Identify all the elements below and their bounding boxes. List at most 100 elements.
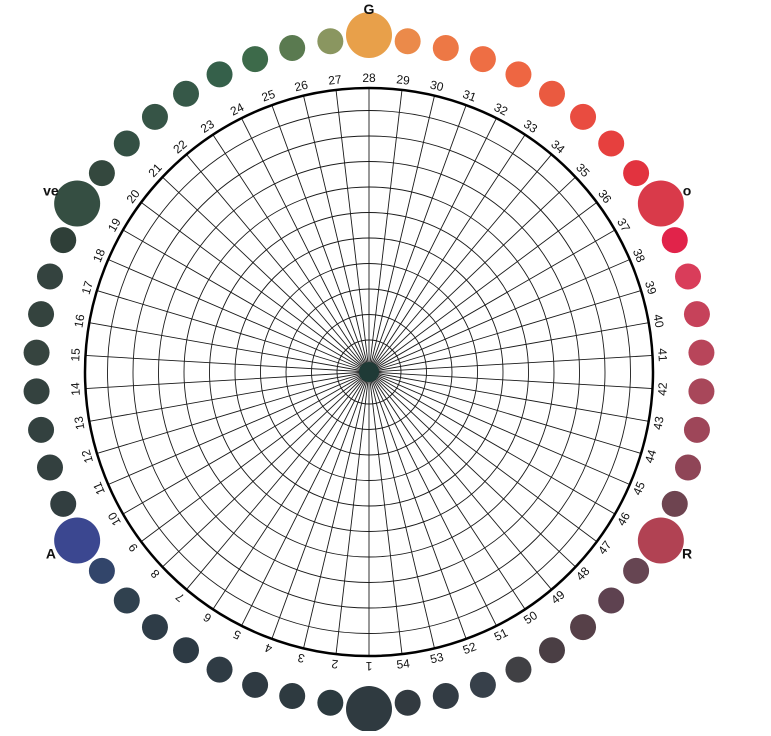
grid-spoke (368, 371, 616, 515)
grid-spoke (368, 355, 653, 373)
color-circle (432, 34, 459, 61)
grid-spoke (186, 154, 370, 373)
pole-label: ve (43, 183, 59, 199)
pole-color-circle (346, 686, 392, 732)
color-circle (683, 301, 710, 328)
sector-number: 40 (650, 313, 666, 329)
color-circle (23, 339, 50, 366)
sector-number: 51 (492, 625, 511, 644)
grid-spoke (162, 176, 370, 373)
pole-label: G (364, 1, 375, 17)
sector-number: 37 (614, 216, 633, 235)
grid-spoke (335, 371, 370, 655)
grid-spoke (368, 202, 598, 373)
color-circle (279, 683, 306, 710)
sector-number: 52 (461, 639, 479, 657)
sector-number: 29 (396, 72, 411, 87)
sector-number: 16 (71, 313, 87, 329)
grid-spoke (368, 371, 526, 610)
color-circle (173, 637, 200, 664)
color-circle (538, 80, 565, 107)
sector-number: 28 (362, 71, 376, 85)
grid-spoke (368, 118, 497, 373)
grid-spoke (368, 176, 576, 373)
color-circle (141, 614, 168, 641)
pole-color-circle (54, 517, 101, 564)
color-circle (88, 160, 115, 187)
color-circle (23, 378, 50, 405)
color-circle (88, 557, 115, 584)
sector-number: 19 (105, 215, 124, 234)
grid-spoke (368, 371, 552, 590)
color-circle (675, 454, 702, 481)
color-circle (113, 587, 140, 614)
color-circle (675, 263, 702, 290)
sector-number: 11 (90, 480, 108, 497)
color-circle (113, 130, 140, 157)
pole-label: o (683, 183, 692, 199)
sector-number: 41 (655, 348, 670, 362)
color-circle (505, 61, 532, 88)
grid-spoke (212, 134, 370, 373)
color-circle (317, 28, 344, 55)
color-circle (50, 227, 77, 254)
outer-ring (83, 86, 655, 658)
sector-number: 6 (201, 610, 215, 626)
pole-label: A (46, 546, 56, 562)
center-dot (359, 362, 379, 382)
sector-number: 5 (231, 627, 244, 643)
sector-number: 27 (327, 72, 342, 87)
sector-number: 7 (173, 590, 187, 605)
grid-spoke (335, 89, 370, 373)
color-circle (394, 689, 421, 716)
color-circle (28, 301, 55, 328)
grid-spoke (368, 371, 642, 454)
color-circle (279, 34, 306, 61)
sector-number: 31 (461, 87, 479, 105)
grid-spoke (271, 104, 370, 373)
sector-number: 39 (642, 279, 659, 296)
color-circle (688, 339, 715, 366)
grid-spoke (89, 371, 370, 422)
grid-spoke (368, 89, 403, 373)
color-circle (394, 28, 421, 55)
color-circle (538, 637, 565, 664)
sector-number: 15 (68, 348, 83, 362)
color-circle (623, 557, 650, 584)
pole-color-circle (637, 517, 684, 564)
sector-number: 3 (296, 650, 306, 665)
grid-spoke (368, 95, 435, 373)
pole-labels: GoRviAve (43, 1, 692, 562)
sector-number: 8 (148, 566, 163, 581)
sector-number: 4 (263, 640, 274, 656)
sector-number: 45 (630, 479, 648, 497)
grid-spoke (85, 371, 370, 389)
grid-spoke (140, 371, 370, 542)
color-circle (688, 378, 715, 405)
grid-spoke (368, 371, 403, 655)
grid-spoke (368, 322, 649, 373)
grid-spoke (241, 118, 370, 373)
sector-number: 2 (330, 657, 339, 672)
color-circle (206, 61, 233, 88)
color-circle (623, 160, 650, 187)
sector-number: 32 (492, 100, 511, 119)
color-circle (505, 656, 532, 683)
color-circle (28, 416, 55, 443)
grid-spoke (368, 134, 526, 373)
grid-spoke (140, 202, 370, 373)
grid-spoke (303, 371, 370, 649)
sector-number: 46 (614, 509, 633, 528)
grid-spoke (368, 154, 552, 373)
color-circle (242, 46, 269, 73)
grid-spoke (368, 371, 630, 485)
sector-number: 14 (68, 382, 83, 396)
color-circle (570, 614, 597, 641)
grid-spoke (368, 371, 467, 640)
grid-spoke (368, 259, 630, 373)
grid-spoke (212, 371, 370, 610)
color-circle (469, 671, 496, 698)
grid-spoke (122, 371, 370, 515)
grid-spoke (85, 355, 370, 373)
